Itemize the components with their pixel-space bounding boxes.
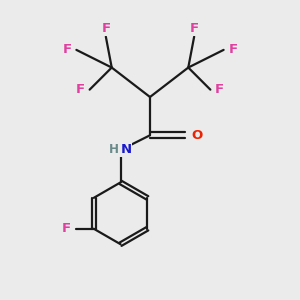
Text: F: F (215, 83, 224, 96)
Text: F: F (62, 222, 71, 235)
Text: F: F (229, 44, 238, 56)
Text: N: N (120, 143, 131, 157)
Text: F: F (76, 83, 85, 96)
Text: F: F (101, 22, 110, 35)
Text: H: H (109, 143, 119, 157)
Text: F: F (62, 44, 71, 56)
Text: F: F (190, 22, 199, 35)
Text: O: O (191, 129, 202, 142)
